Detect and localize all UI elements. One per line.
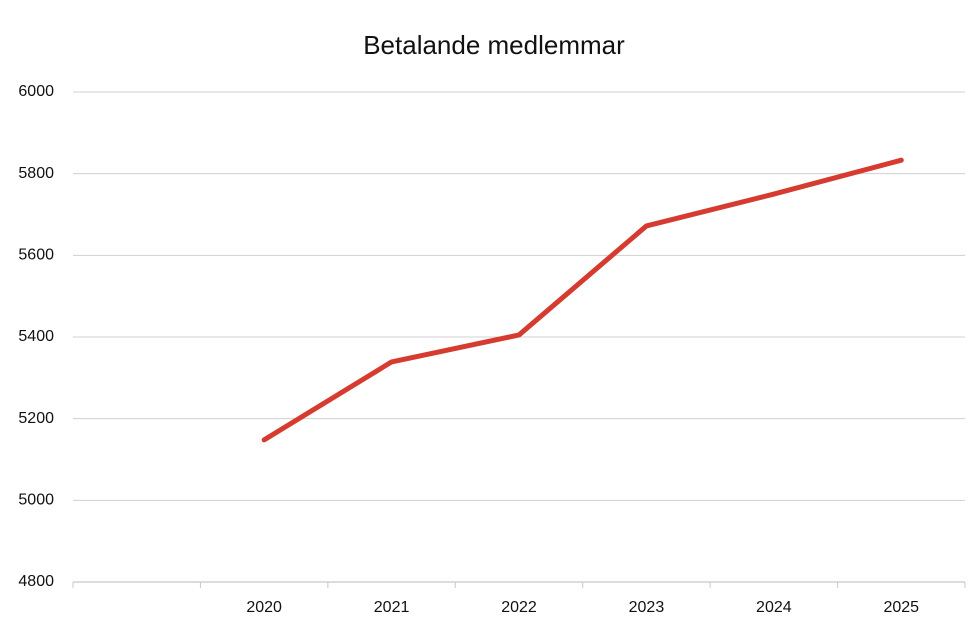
x-tick-label: 2021 <box>374 599 410 616</box>
y-tick-label: 5200 <box>18 410 54 427</box>
x-tick-label: 2022 <box>501 599 537 616</box>
y-tick-label: 5800 <box>18 165 54 182</box>
x-tick-label: 2020 <box>246 599 282 616</box>
y-tick-label: 5000 <box>18 492 54 509</box>
y-tick-label: 4800 <box>18 573 54 590</box>
x-tick-label: 2024 <box>756 599 792 616</box>
y-tick-label: 6000 <box>18 83 54 100</box>
x-tick-label: 2025 <box>883 599 919 616</box>
y-tick-label: 5400 <box>18 328 54 345</box>
line <box>261 157 904 443</box>
y-tick-label: 5600 <box>18 247 54 264</box>
chart-title: Betalande medlemmar <box>363 30 625 60</box>
x-tick-label: 2023 <box>629 599 665 616</box>
